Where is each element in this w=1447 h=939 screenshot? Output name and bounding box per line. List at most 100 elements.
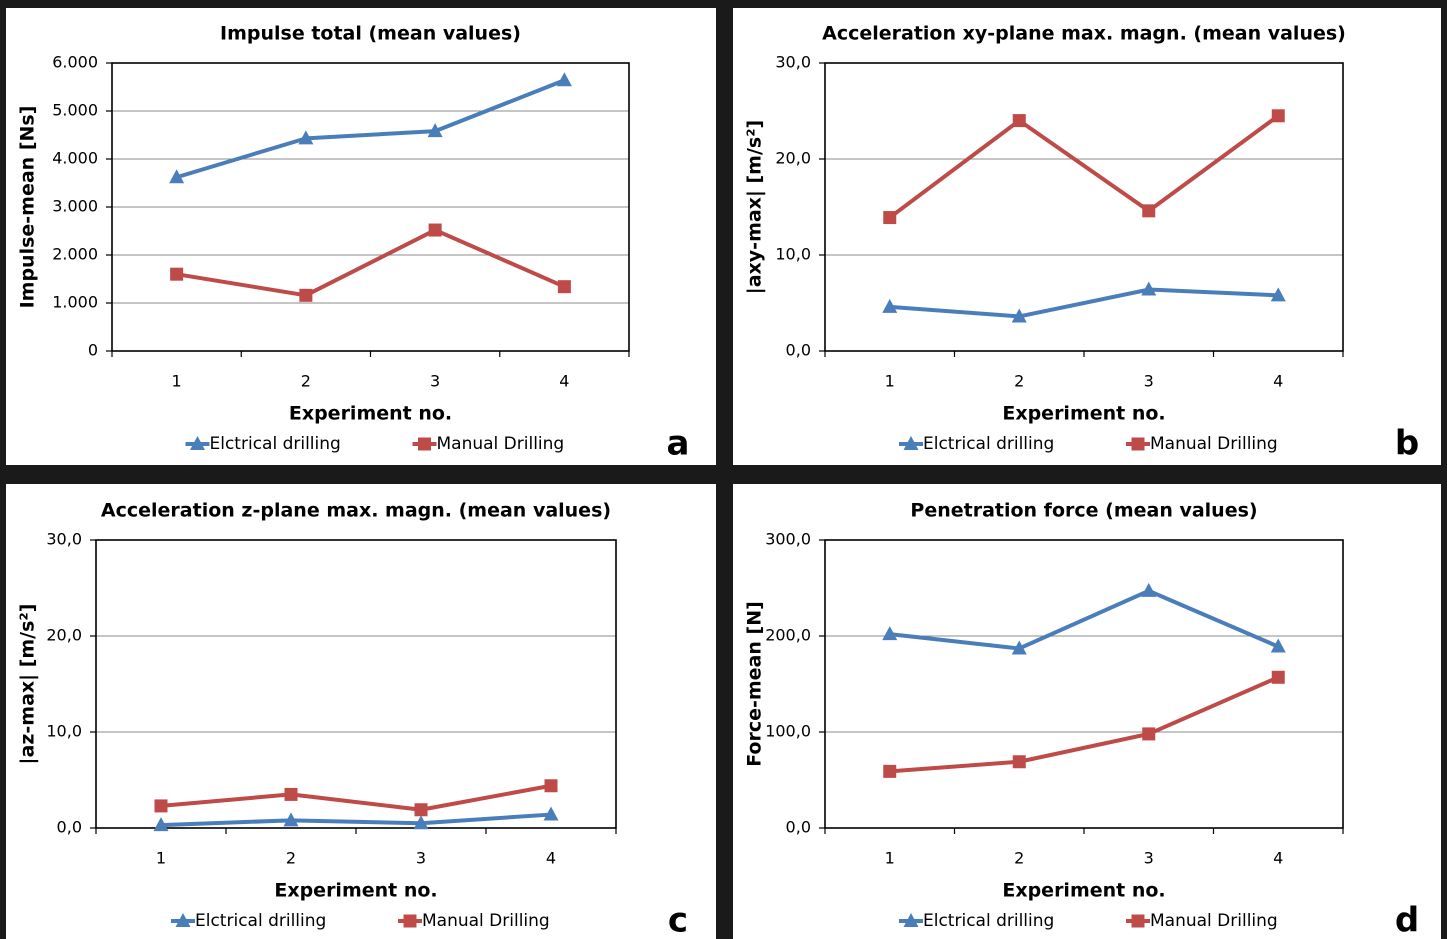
y-tick-label: 2.000 <box>52 245 98 264</box>
x-tick-label: 1 <box>885 849 895 868</box>
data-point <box>1142 204 1156 218</box>
panel-d: Penetration force (mean values) 0,0 100,0 2… <box>733 484 1441 939</box>
legend-label: Manual Drilling <box>437 434 565 454</box>
legend-label: Manual Drilling <box>422 911 550 931</box>
series-line <box>176 78 566 180</box>
chart-b-svg: Acceleration xy-plane max. magn. (mean v… <box>744 23 1420 464</box>
data-point <box>283 812 299 827</box>
y-tick-label: 20,0 <box>46 626 82 645</box>
panel-letter: d <box>1395 901 1419 939</box>
x-tick-label: 3 <box>1144 372 1154 391</box>
y-tick-label: 100,0 <box>765 722 811 741</box>
y-tick-label: 4.000 <box>52 149 98 168</box>
data-point <box>1270 638 1286 653</box>
legend-label: Elctrical drilling <box>923 434 1054 454</box>
y-axis-label: |az-max| [m/s²] <box>17 604 39 765</box>
legend: Elctrical drilling Manual Drilling <box>899 911 1278 931</box>
y-axis-label: Impulse-mean [Ns] <box>17 106 39 309</box>
series-1 <box>883 670 1285 778</box>
legend-label: Elctrical drilling <box>210 434 341 454</box>
x-axis-label: Experiment no. <box>274 880 437 902</box>
chart-c-svg: Acceleration z-plane max. magn. (mean va… <box>17 500 689 939</box>
x-tick-label: 2 <box>301 372 311 391</box>
panel-c: Acceleration z-plane max. magn. (mean va… <box>6 484 716 939</box>
series-line <box>160 812 552 828</box>
x-tick-label: 4 <box>1273 849 1283 868</box>
data-point <box>414 803 428 817</box>
legend-label: Manual Drilling <box>1150 434 1278 454</box>
chart-title: Penetration force (mean values) <box>910 500 1257 522</box>
data-point <box>413 815 429 830</box>
series-0 <box>882 582 1286 655</box>
legend-label: Elctrical drilling <box>195 911 326 931</box>
data-point <box>556 72 572 87</box>
chart-title: Acceleration z-plane max. magn. (mean va… <box>101 500 611 522</box>
legend-swatch-marker <box>403 914 417 928</box>
y-tick-label: 20,0 <box>775 149 811 168</box>
plot-area <box>95 539 617 829</box>
data-point <box>299 288 313 302</box>
x-tick-label: 4 <box>546 849 556 868</box>
chart-a-svg: Impulse total (mean values) 0 1.000 2.000 3.… <box>17 23 690 464</box>
x-tick-label: 1 <box>885 372 895 391</box>
x-tick-label: 4 <box>559 372 569 391</box>
data-point <box>1271 109 1285 123</box>
y-tick-label: 0,0 <box>786 818 811 837</box>
y-tick-label: 0,0 <box>57 818 82 837</box>
series-1 <box>154 779 558 817</box>
legend-swatch-marker <box>1131 914 1145 928</box>
x-tick-label: 4 <box>1273 372 1283 391</box>
data-point <box>543 806 559 821</box>
legend: Elctrical drilling Manual Drilling <box>171 911 550 931</box>
legend-label: Elctrical drilling <box>923 911 1054 931</box>
y-tick-label: 30,0 <box>46 530 82 549</box>
y-tick-label: 200,0 <box>765 626 811 645</box>
data-point <box>170 267 184 281</box>
legend-swatch-marker <box>1131 437 1145 451</box>
y-tick-label: 3.000 <box>52 197 98 216</box>
data-point <box>544 779 558 793</box>
x-axis-label: Experiment no. <box>289 403 452 425</box>
series-0 <box>169 72 572 184</box>
data-point <box>1270 287 1286 302</box>
data-point <box>284 787 298 801</box>
data-point <box>427 123 443 138</box>
y-tick-label: 6.000 <box>52 53 98 72</box>
x-axis-label: Experiment no. <box>1002 880 1165 902</box>
data-point <box>1141 281 1157 296</box>
y-tick-label: 10,0 <box>46 722 82 741</box>
y-tick-label: 1.000 <box>52 293 98 312</box>
series-line <box>889 588 1280 651</box>
legend: Elctrical drilling Manual Drilling <box>899 434 1278 454</box>
data-point <box>428 223 442 237</box>
chart-title: Impulse total (mean values) <box>220 23 521 45</box>
x-tick-label: 2 <box>1014 849 1024 868</box>
data-point <box>1012 755 1026 769</box>
data-point <box>1012 114 1026 128</box>
series-1 <box>170 223 571 302</box>
data-point <box>1011 640 1027 655</box>
y-axis-label: Force-mean [N] <box>744 601 766 767</box>
data-point <box>154 799 168 813</box>
series-line <box>176 228 566 298</box>
series-0 <box>882 281 1286 323</box>
series-0 <box>153 806 559 832</box>
y-axis-label: |axy-max| [m/s²] <box>744 120 766 294</box>
data-point <box>883 211 897 225</box>
legend-label: Manual Drilling <box>1150 911 1278 931</box>
series-line <box>888 114 1280 220</box>
x-tick-label: 3 <box>416 849 426 868</box>
x-axis-label: Experiment no. <box>1002 403 1165 425</box>
x-tick-label: 3 <box>1144 849 1154 868</box>
data-point <box>169 169 185 184</box>
panel-letter: b <box>1395 424 1419 464</box>
y-tick-label: 0 <box>88 341 98 360</box>
series-line <box>889 287 1279 319</box>
x-tick-label: 1 <box>172 372 182 391</box>
y-tick-label: 300,0 <box>765 530 811 549</box>
panel-b: Acceleration xy-plane max. magn. (mean v… <box>733 8 1441 465</box>
chart-title: Acceleration xy-plane max. magn. (mean v… <box>822 23 1346 45</box>
x-tick-label: 1 <box>156 849 166 868</box>
legend: Elctrical drilling Manual Drilling <box>185 434 565 454</box>
